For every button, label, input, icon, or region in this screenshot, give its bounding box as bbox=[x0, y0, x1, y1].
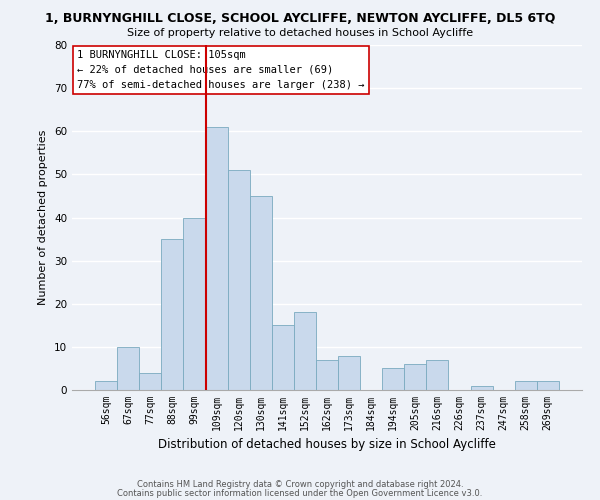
Bar bbox=[470, 386, 493, 390]
Bar bbox=[316, 360, 338, 390]
Bar bbox=[139, 373, 161, 390]
Text: Size of property relative to detached houses in School Aycliffe: Size of property relative to detached ho… bbox=[127, 28, 473, 38]
Bar bbox=[515, 382, 537, 390]
Bar bbox=[250, 196, 272, 390]
Bar bbox=[537, 382, 559, 390]
Bar bbox=[161, 239, 184, 390]
Bar bbox=[272, 326, 294, 390]
Text: 1 BURNYNGHILL CLOSE: 105sqm
← 22% of detached houses are smaller (69)
77% of sem: 1 BURNYNGHILL CLOSE: 105sqm ← 22% of det… bbox=[77, 50, 365, 90]
Bar bbox=[404, 364, 427, 390]
Bar bbox=[427, 360, 448, 390]
Bar bbox=[227, 170, 250, 390]
Bar bbox=[95, 382, 117, 390]
Bar bbox=[382, 368, 404, 390]
Text: Contains public sector information licensed under the Open Government Licence v3: Contains public sector information licen… bbox=[118, 488, 482, 498]
Bar bbox=[338, 356, 360, 390]
Bar bbox=[206, 127, 227, 390]
Bar bbox=[294, 312, 316, 390]
Bar bbox=[117, 347, 139, 390]
Y-axis label: Number of detached properties: Number of detached properties bbox=[38, 130, 49, 305]
X-axis label: Distribution of detached houses by size in School Aycliffe: Distribution of detached houses by size … bbox=[158, 438, 496, 452]
Text: Contains HM Land Registry data © Crown copyright and database right 2024.: Contains HM Land Registry data © Crown c… bbox=[137, 480, 463, 489]
Text: 1, BURNYNGHILL CLOSE, SCHOOL AYCLIFFE, NEWTON AYCLIFFE, DL5 6TQ: 1, BURNYNGHILL CLOSE, SCHOOL AYCLIFFE, N… bbox=[45, 12, 555, 26]
Bar bbox=[184, 218, 206, 390]
